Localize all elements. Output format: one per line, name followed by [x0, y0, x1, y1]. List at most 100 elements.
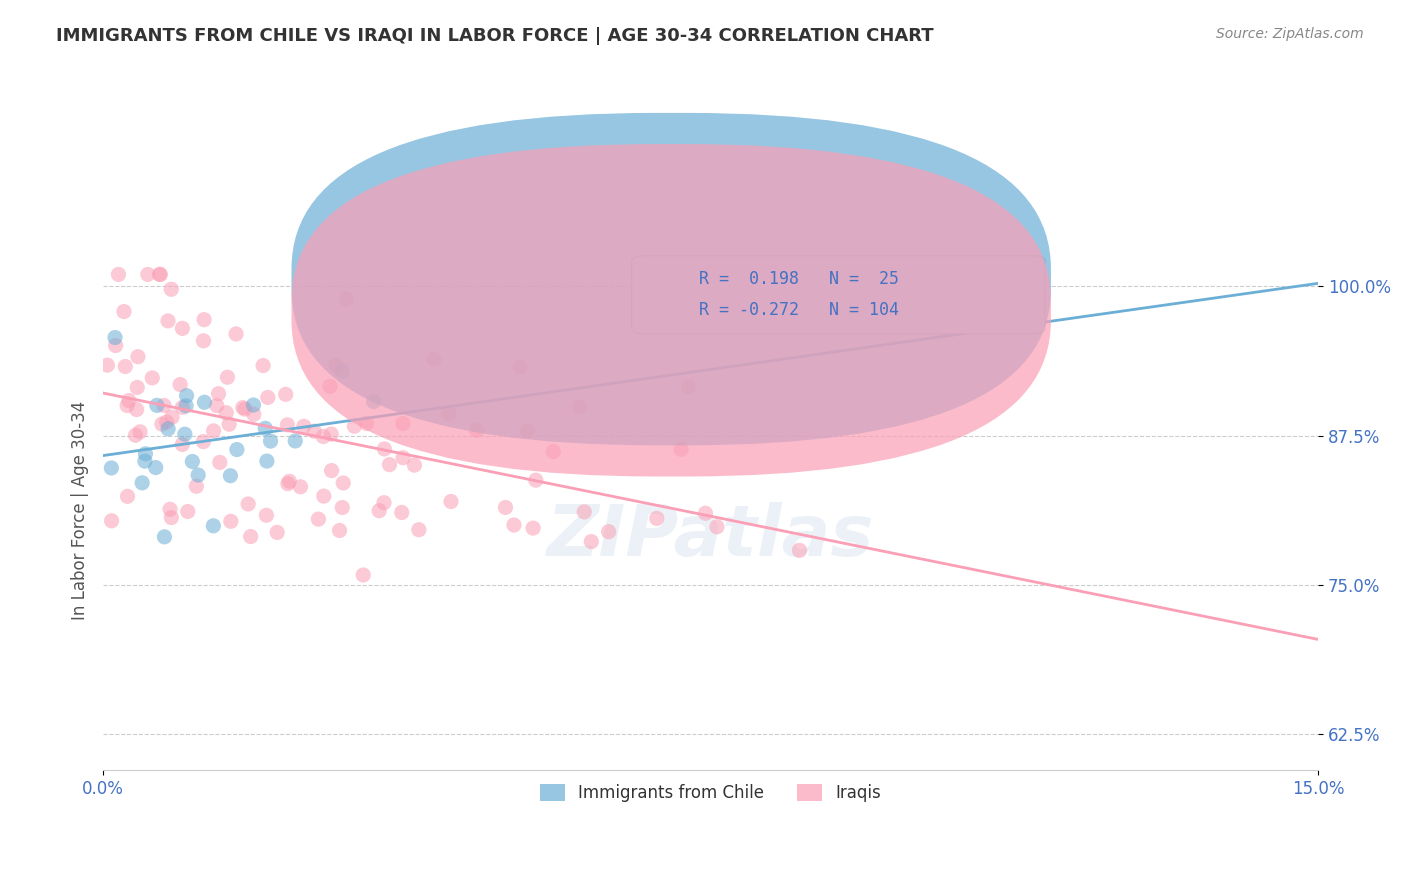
Point — [177, 504, 200, 518]
Point — [159, 502, 181, 516]
Point — [307, 512, 329, 526]
Point — [150, 417, 173, 431]
Point — [173, 427, 195, 442]
Point — [292, 419, 315, 434]
Point — [157, 422, 180, 436]
Point — [259, 434, 281, 448]
FancyBboxPatch shape — [291, 113, 1050, 445]
Point — [232, 401, 254, 415]
Point — [104, 338, 127, 352]
Point — [678, 380, 700, 394]
Point — [202, 424, 225, 438]
Point — [408, 523, 430, 537]
Point — [304, 424, 326, 438]
Point — [274, 387, 297, 401]
Point — [176, 389, 198, 403]
Point — [174, 399, 197, 413]
Point — [118, 393, 141, 408]
Point — [568, 400, 591, 414]
Point — [117, 489, 139, 503]
Point — [503, 518, 526, 533]
Point — [153, 530, 176, 544]
Text: Source: ZipAtlas.com: Source: ZipAtlas.com — [1216, 27, 1364, 41]
Point — [193, 395, 215, 409]
Point — [146, 398, 169, 412]
Point — [495, 500, 517, 515]
Point — [706, 520, 728, 534]
Point — [335, 292, 357, 306]
Text: ZIPatlas: ZIPatlas — [547, 501, 875, 571]
Point — [242, 398, 264, 412]
Point — [284, 434, 307, 448]
Point — [172, 321, 194, 335]
Point — [149, 268, 172, 282]
Point — [172, 437, 194, 451]
Point — [254, 508, 277, 523]
Point — [645, 511, 668, 525]
Point — [193, 434, 215, 449]
Point — [100, 514, 122, 528]
Point — [516, 424, 538, 438]
Point — [156, 314, 179, 328]
Point — [127, 350, 149, 364]
Text: R =  0.198   N =  25: R = 0.198 N = 25 — [699, 270, 898, 288]
Point — [172, 401, 194, 415]
Point — [136, 268, 159, 282]
Point — [789, 543, 811, 558]
Point — [278, 475, 301, 489]
Point — [114, 359, 136, 374]
Point — [100, 461, 122, 475]
Text: IMMIGRANTS FROM CHILE VS IRAQI IN LABOR FORCE | AGE 30-34 CORRELATION CHART: IMMIGRANTS FROM CHILE VS IRAQI IN LABOR … — [56, 27, 934, 45]
Point — [574, 505, 596, 519]
Point — [153, 399, 176, 413]
Point — [148, 268, 170, 282]
Point — [107, 268, 129, 282]
Point — [581, 534, 603, 549]
Point — [160, 282, 183, 296]
Point — [363, 394, 385, 409]
Point — [423, 352, 446, 367]
Point — [319, 379, 342, 393]
FancyBboxPatch shape — [291, 144, 1050, 476]
FancyBboxPatch shape — [631, 256, 1045, 334]
Point — [669, 442, 692, 457]
Point — [378, 458, 401, 472]
Point — [181, 454, 204, 468]
Point — [266, 525, 288, 540]
Point — [392, 450, 415, 465]
Point — [392, 417, 415, 431]
Point — [329, 524, 352, 538]
Point — [160, 410, 183, 425]
Point — [193, 312, 215, 326]
Point — [112, 304, 135, 318]
Point — [373, 442, 395, 456]
Point — [325, 359, 347, 373]
Point — [373, 496, 395, 510]
Point — [312, 429, 335, 443]
Point — [321, 464, 343, 478]
Point — [145, 460, 167, 475]
Point — [343, 419, 366, 434]
Point — [125, 402, 148, 417]
Point — [225, 442, 247, 457]
Point — [141, 371, 163, 385]
Point — [219, 514, 242, 528]
Point — [695, 506, 717, 520]
Point — [193, 334, 215, 348]
Point — [256, 454, 278, 468]
Point — [134, 447, 156, 461]
Point — [437, 407, 460, 421]
Point — [509, 360, 531, 375]
Point — [440, 494, 463, 508]
Text: R = -0.272   N = 104: R = -0.272 N = 104 — [699, 301, 898, 319]
Point — [104, 330, 127, 344]
Point — [205, 399, 228, 413]
Point — [187, 468, 209, 483]
Point — [233, 402, 256, 417]
Point — [202, 518, 225, 533]
Legend: Immigrants from Chile, Iraqis: Immigrants from Chile, Iraqis — [533, 777, 889, 808]
Point — [330, 364, 353, 378]
Point — [524, 473, 547, 487]
Point — [252, 359, 274, 373]
Point — [96, 358, 118, 372]
